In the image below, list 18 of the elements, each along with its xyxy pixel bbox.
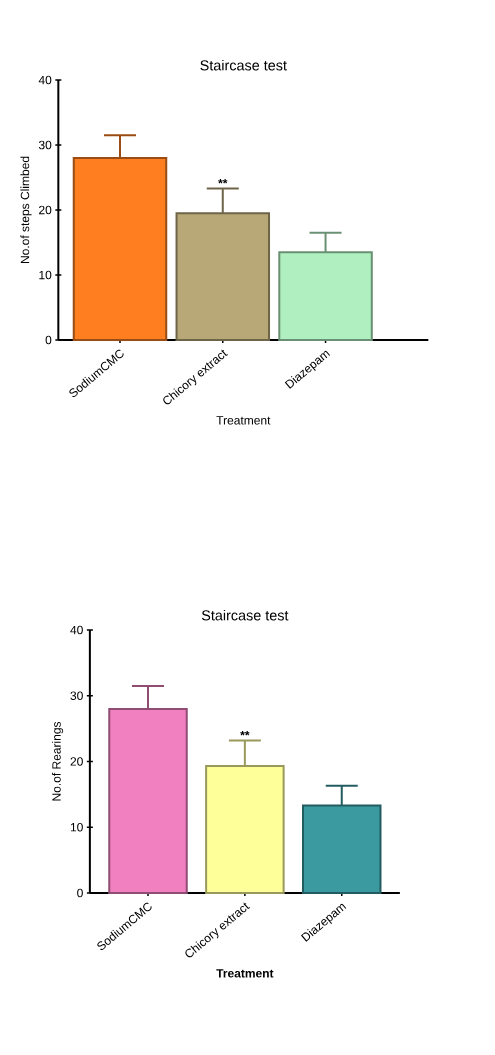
y-tick-label: 20: [70, 757, 83, 766]
x-axis-title: Treatment: [216, 969, 274, 978]
chart-title: Staircase test: [200, 59, 287, 71]
y-tick-label: 40: [70, 625, 83, 635]
y-tick-label: 20: [39, 205, 52, 215]
y-tick-label: 10: [70, 823, 83, 832]
chart-title: Staircase test: [201, 609, 289, 621]
y-tick-label: 0: [77, 888, 83, 898]
y-tick-label: 40: [38, 75, 52, 85]
y-tick-label: 10: [39, 270, 52, 280]
y-tick-label: 0: [45, 335, 52, 345]
y-tick-label: 30: [38, 140, 52, 150]
x-axis-title: Treatment: [216, 416, 271, 425]
annotation: **: [240, 731, 250, 736]
y-axis-title: No.of steps Climbed: [20, 156, 32, 264]
y-tick-label: 30: [70, 691, 83, 700]
y-axis-title: No.of Rearings: [51, 721, 64, 801]
annotation: **: [218, 179, 228, 184]
